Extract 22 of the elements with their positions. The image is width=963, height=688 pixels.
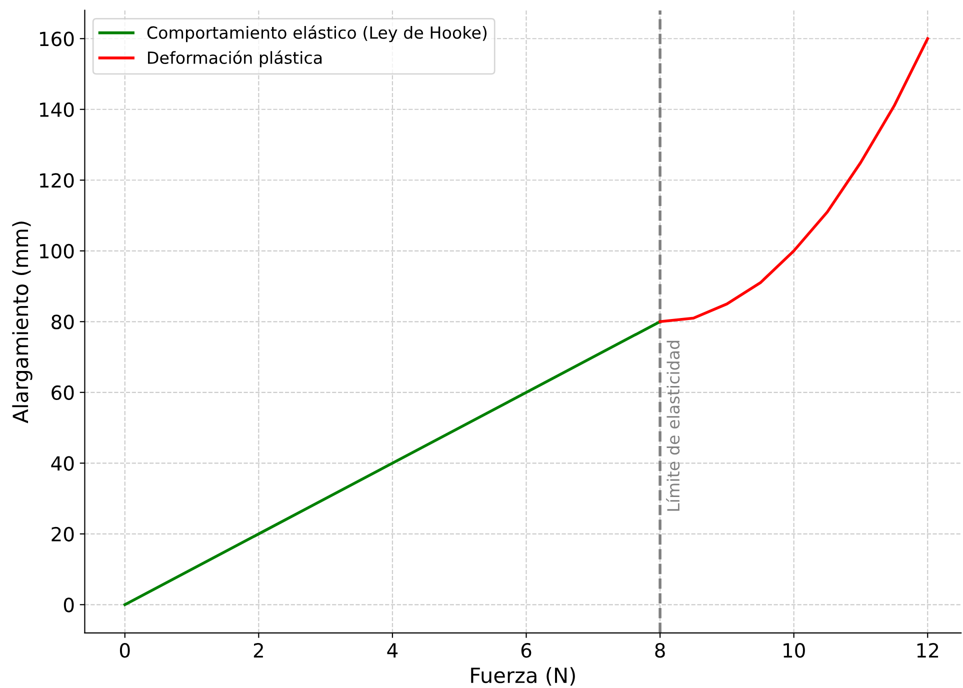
y-tick-label: 60 <box>52 385 74 400</box>
x-tick-label: 6 <box>521 643 532 658</box>
y-tick-label: 120 <box>40 173 74 188</box>
x-axis-title: Fuerza (N) <box>471 667 575 686</box>
x-tick-label: 8 <box>655 643 665 658</box>
y-tick-label: 40 <box>51 456 74 471</box>
legend-label: Comportamiento elástico (Ley de Hooke) <box>147 25 487 42</box>
line-series <box>658 37 930 324</box>
ref-line-label: Límite de elasticidad <box>666 340 680 511</box>
x-tick-label: 10 <box>784 643 805 658</box>
y-tick-label: 140 <box>40 102 74 118</box>
y-tick-label: 0 <box>64 598 74 612</box>
y-tick-label: 80 <box>52 314 74 330</box>
y-axis-title: Alargamiento (mm) <box>12 222 32 424</box>
y-tick-label: 100 <box>40 244 74 259</box>
x-tick-label: 12 <box>917 643 938 658</box>
x-tick-label: 4 <box>387 643 398 658</box>
legend-label: Deformación plástica <box>148 50 322 68</box>
x-tick-label: 0 <box>120 643 130 658</box>
y-tick-label: 160 <box>40 32 74 46</box>
y-tick-label: 20 <box>52 526 74 542</box>
x-tick-label: 2 <box>254 643 263 658</box>
